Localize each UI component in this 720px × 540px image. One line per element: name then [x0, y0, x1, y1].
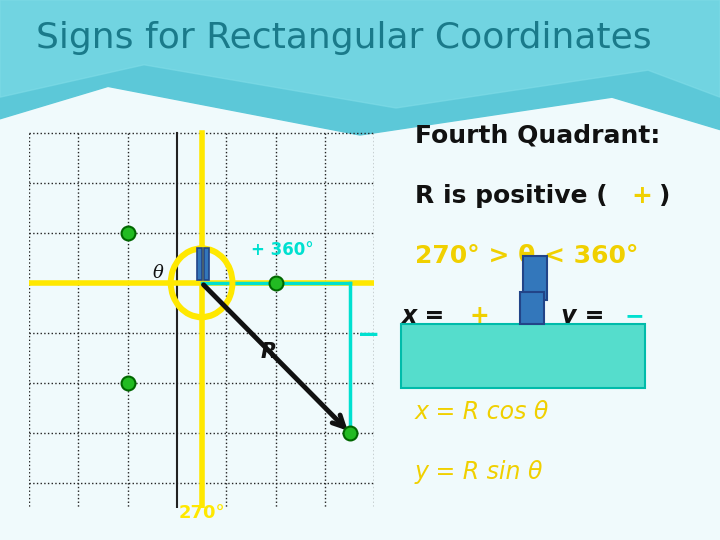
Bar: [204, 248, 209, 280]
Text: Signs for Rectangular Coordinates: Signs for Rectangular Coordinates: [36, 21, 652, 55]
Text: R: R: [261, 342, 277, 362]
Text: −: −: [625, 304, 644, 328]
Text: R is positive (: R is positive (: [415, 184, 608, 208]
Bar: [523, 256, 547, 300]
Polygon shape: [0, 0, 720, 135]
Text: θ: θ: [152, 264, 163, 282]
Text: + 360°: + 360°: [251, 241, 314, 259]
Bar: [402, 324, 645, 388]
Bar: [520, 292, 544, 324]
Text: x = R cos θ: x = R cos θ: [415, 400, 549, 424]
Text: +: +: [469, 304, 489, 328]
Bar: [197, 248, 202, 280]
Text: ): ): [659, 184, 670, 208]
Polygon shape: [0, 0, 720, 108]
Text: Fourth Quadrant:: Fourth Quadrant:: [415, 124, 660, 148]
Text: +: +: [631, 184, 652, 208]
Text: y = R sin θ: y = R sin θ: [415, 460, 544, 484]
Text: 270°: 270°: [179, 504, 225, 522]
Text: 270° > θ < 360°: 270° > θ < 360°: [415, 244, 639, 268]
Text: y =: y =: [560, 304, 612, 328]
Text: x =: x =: [402, 304, 453, 328]
Text: −: −: [357, 321, 380, 349]
